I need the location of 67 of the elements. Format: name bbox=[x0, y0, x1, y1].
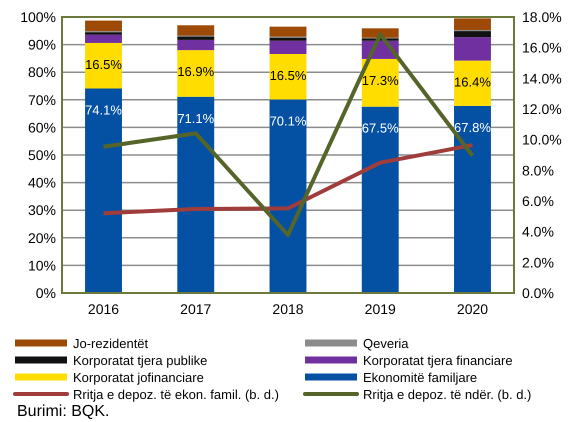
data-label: 17.3% bbox=[362, 72, 400, 88]
bar bbox=[85, 88, 122, 293]
y-tick-label: 70% bbox=[28, 92, 56, 108]
bar bbox=[177, 25, 214, 36]
legend-label: Korporatat jofinanciare bbox=[73, 370, 204, 385]
text: Burimi: BQK. bbox=[17, 403, 110, 420]
y2-tick-label: 8.0% bbox=[522, 162, 554, 178]
bar bbox=[270, 40, 306, 54]
x-tick-label: 2016 bbox=[88, 301, 120, 317]
data-label: 16.9% bbox=[177, 64, 215, 80]
data-label: 16.5% bbox=[85, 56, 122, 72]
legend-label: Korporatat tjera publike bbox=[73, 353, 208, 368]
y-tick-label: 90% bbox=[28, 36, 56, 53]
data-label: 67.8% bbox=[454, 120, 492, 135]
bar bbox=[177, 96, 214, 293]
legend-label: Qeveria bbox=[363, 336, 410, 351]
bar bbox=[177, 40, 214, 50]
legend-label: Rritja e depoz. të ndër. (b. d.) bbox=[363, 387, 532, 402]
bar bbox=[85, 42, 122, 88]
bar bbox=[270, 38, 306, 41]
x-tick-label: 2020 bbox=[456, 301, 488, 317]
bar bbox=[85, 20, 122, 32]
y2-tick-label: 4.0% bbox=[522, 224, 554, 240]
data-label: 16.4% bbox=[454, 74, 492, 90]
x-tick-label: 2017 bbox=[180, 301, 212, 317]
bar bbox=[177, 36, 214, 40]
y2-tick-label: 2.0% bbox=[522, 254, 554, 270]
y2-tick-label: 16.0% bbox=[522, 40, 562, 56]
bar bbox=[454, 31, 491, 38]
x-tick-label: 2019 bbox=[364, 301, 396, 317]
y-tick-label: 100% bbox=[20, 9, 56, 25]
x-tick-label: 2018 bbox=[272, 301, 304, 317]
data-label: 71.1% bbox=[177, 110, 215, 126]
y-tick-label: 40% bbox=[28, 174, 56, 191]
y-tick-label: 50% bbox=[28, 147, 56, 163]
y-tick-label: 10% bbox=[28, 257, 56, 274]
bar bbox=[177, 50, 214, 97]
bar bbox=[270, 26, 306, 37]
data-label: 16.5% bbox=[270, 68, 307, 83]
y-tick-label: 30% bbox=[28, 202, 56, 218]
legend-label: Ekonomitë familjare bbox=[363, 370, 478, 385]
bar bbox=[270, 100, 306, 293]
bar bbox=[362, 106, 399, 293]
y-tick-label: 80% bbox=[28, 64, 56, 80]
bar bbox=[85, 32, 122, 35]
legend-label: Rritja e depoz. të ekon. famil. (b. d.) bbox=[73, 387, 279, 402]
data-label: 74.1% bbox=[85, 102, 122, 118]
y2-tick-label: 18.0% bbox=[522, 9, 562, 25]
data-label: 67.5% bbox=[362, 120, 400, 136]
y2-tick-label: 12.0% bbox=[522, 101, 562, 117]
y-tick-label: 60% bbox=[28, 119, 56, 136]
y-tick-label: 20% bbox=[28, 230, 56, 246]
legend-label: Jo-rezidentët bbox=[73, 336, 149, 351]
bar bbox=[85, 34, 122, 43]
bar bbox=[454, 60, 491, 106]
y2-tick-label: 14.0% bbox=[522, 70, 562, 86]
bar bbox=[454, 106, 491, 293]
legend-label: Korporatat tjera financiare bbox=[363, 353, 513, 368]
y-tick-label: 0% bbox=[36, 285, 56, 301]
data-label: 70.1% bbox=[270, 114, 307, 129]
y2-tick-label: 10.0% bbox=[522, 132, 562, 148]
bar bbox=[454, 37, 491, 61]
bar bbox=[454, 18, 491, 30]
y2-tick-label: 0.0% bbox=[522, 285, 554, 301]
line-series bbox=[102, 143, 474, 216]
y2-tick-label: 6.0% bbox=[522, 193, 554, 209]
bar bbox=[270, 54, 306, 100]
